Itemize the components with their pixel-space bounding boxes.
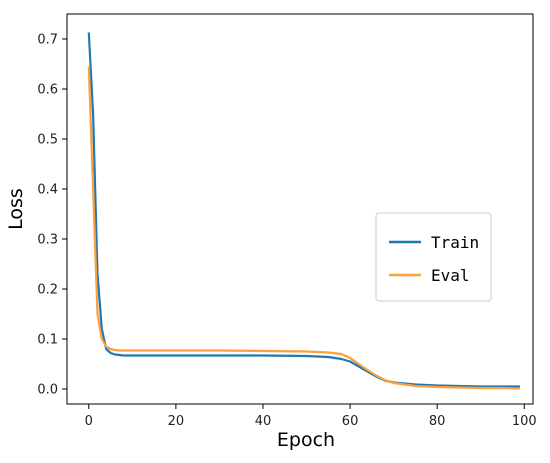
x-tick-label: 0: [85, 414, 93, 429]
x-tick-label: 40: [255, 414, 272, 429]
legend-box: [375, 212, 492, 302]
series-line-eval: [87, 66, 520, 390]
y-axis-title: Loss: [5, 188, 27, 230]
y-tick-label: 0.6: [37, 83, 58, 98]
y-tick-label: 0.2: [37, 283, 58, 298]
y-tick-label: 0.3: [37, 233, 58, 248]
y-tick-label: 0.1: [37, 333, 58, 348]
y-tick-label: 0.4: [37, 183, 58, 198]
y-tick-label: 0.7: [37, 33, 58, 48]
y-tick-label: 0.5: [37, 133, 58, 148]
legend-label-eval: Eval: [431, 266, 470, 285]
x-axis-title: Epoch: [277, 429, 335, 451]
legend: Train Eval: [375, 212, 492, 302]
x-tick-label: 80: [429, 414, 446, 429]
x-tick-label: 100: [512, 414, 537, 429]
x-tick-label: 20: [168, 414, 185, 429]
x-axis-ticks: 0 20 40 60 80 100: [85, 404, 537, 429]
y-axis-ticks: 0.0 0.1 0.2 0.3 0.4 0.5 0.6 0.7: [37, 33, 67, 398]
series-line-train: [87, 32, 520, 388]
plot-area-frame: [66, 13, 534, 405]
x-tick-label: 60: [342, 414, 359, 429]
legend-label-train: Train: [431, 233, 479, 252]
y-tick-label: 0.0: [37, 383, 58, 398]
series-lines: [87, 32, 520, 390]
